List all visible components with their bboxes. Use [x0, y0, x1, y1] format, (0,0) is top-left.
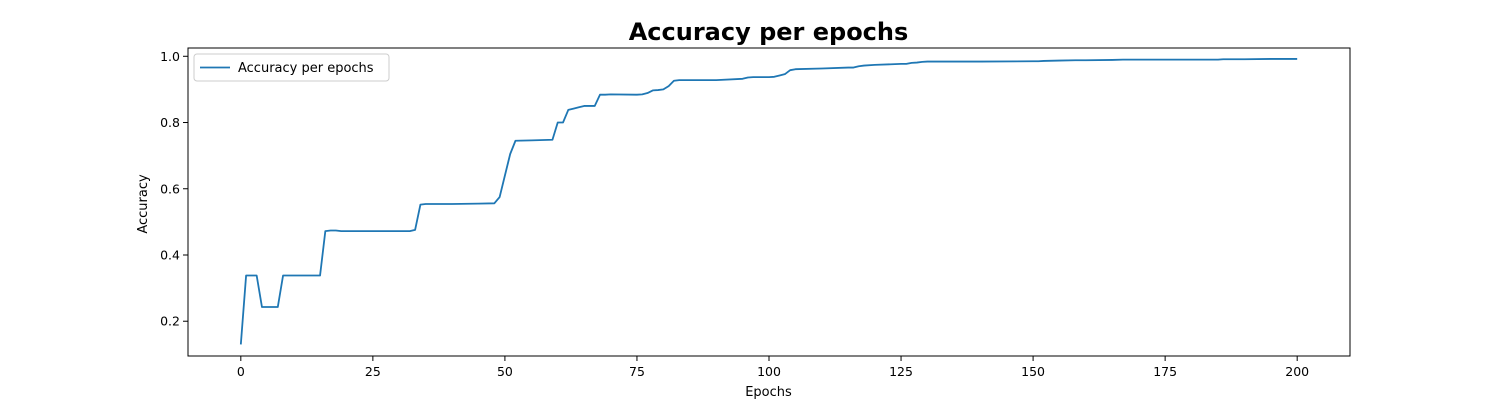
- x-tick-label: 200: [1285, 364, 1309, 379]
- x-axis: 0 25 50 75 100 125 150 175 200: [237, 356, 1309, 379]
- y-tick-label: 1.0: [160, 49, 180, 64]
- y-tick-label: 0.2: [160, 314, 180, 329]
- legend-box: [193, 53, 390, 82]
- x-tick-label: 75: [629, 364, 645, 379]
- series-layer: [239, 58, 1298, 345]
- plot-frame: [187, 47, 1351, 357]
- y-axis-label: Accuracy: [136, 174, 151, 234]
- plot-area: [187, 47, 1351, 357]
- x-tick-label: 125: [889, 364, 913, 379]
- y-tick-label: 0.6: [160, 181, 180, 196]
- x-tick-label: 150: [1021, 364, 1045, 379]
- chart-title: Accuracy per epochs: [629, 18, 909, 46]
- legend-label: Accuracy per epochs: [238, 61, 374, 76]
- x-tick-label: 175: [1153, 364, 1177, 379]
- y-tick-label: 0.8: [160, 115, 180, 130]
- x-tick-label: 50: [497, 364, 513, 379]
- y-axis: 0.2 0.4 0.6 0.8 1.0: [160, 49, 188, 329]
- series-line-0: [239, 58, 1298, 345]
- x-tick-label: 100: [757, 364, 781, 379]
- legend: Accuracy per epochs: [193, 53, 390, 82]
- y-tick-label: 0.4: [160, 247, 180, 262]
- x-tick-label: 0: [237, 364, 245, 379]
- x-tick-label: 25: [365, 364, 381, 379]
- x-axis-label: Epochs: [745, 385, 792, 400]
